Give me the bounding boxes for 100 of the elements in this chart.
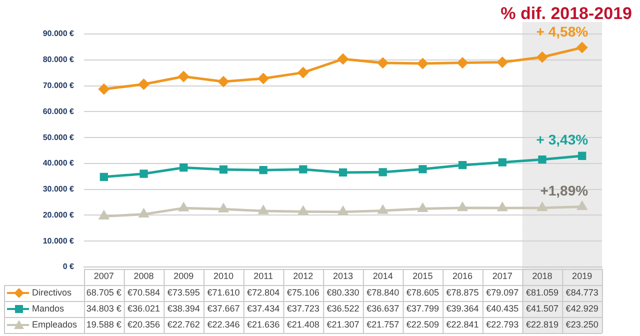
data-label: €22.793 — [486, 319, 519, 330]
point — [338, 54, 348, 64]
point — [298, 67, 308, 78]
x-tick-label: 2010 — [213, 270, 234, 281]
data-label: €81.059 — [526, 287, 559, 298]
data-label: €73.595 — [167, 287, 200, 298]
x-tick-label: 2014 — [372, 270, 393, 281]
data-label: €84.773 — [566, 287, 598, 298]
x-tick-label: 2016 — [452, 270, 473, 281]
data-label: €78.875 — [446, 287, 479, 298]
point — [577, 202, 587, 210]
data-label: €41.507 — [526, 303, 559, 314]
y-tick-label: 80.000 € — [42, 55, 75, 64]
point — [536, 52, 548, 62]
x-tick-label: 2017 — [492, 270, 512, 281]
y-tick-label: 10.000 € — [42, 236, 75, 246]
data-label: €71.610 — [207, 287, 240, 298]
point — [99, 211, 109, 220]
point — [576, 42, 588, 53]
data-label: €22.819 — [526, 319, 559, 330]
y-tick-label: 50.000 € — [42, 132, 75, 142]
data-label: €70.584 — [127, 287, 160, 298]
data-label: €22.841 — [446, 319, 479, 330]
point — [140, 170, 148, 178]
x-tick-label: 2009 — [174, 270, 194, 281]
chart-title: % dif. 2018-2019 — [500, 4, 632, 24]
data-label: €39.364 — [446, 303, 479, 314]
point — [258, 73, 269, 84]
legend-label: Empleados — [32, 319, 78, 330]
point — [538, 155, 546, 164]
point — [378, 168, 387, 176]
legend-label: Mandos — [32, 303, 65, 314]
data-label: €37.667 — [207, 303, 240, 314]
point — [498, 202, 508, 212]
data-label: €36.637 — [366, 303, 400, 314]
x-tick-label: 2011 — [254, 270, 273, 281]
data-label: €21.757 — [366, 319, 400, 330]
point — [258, 206, 268, 214]
point — [498, 158, 506, 166]
y-tick-label: 20.000 € — [42, 210, 75, 220]
point — [418, 165, 427, 174]
data-label: €20.356 — [127, 319, 160, 330]
point — [378, 205, 388, 214]
data-label: €80.330 — [326, 287, 360, 298]
legend-label: Directivos — [32, 287, 72, 298]
data-label: €40.435 — [486, 303, 519, 314]
x-tick-label: 2013 — [332, 270, 354, 281]
data-label: €37.434 — [247, 303, 280, 314]
y-tick-label: 60.000 € — [42, 106, 75, 116]
point — [180, 164, 188, 172]
point — [218, 204, 228, 212]
data-label: 68.705 € — [86, 287, 122, 298]
point — [418, 203, 428, 212]
y-tick-label: 40.000 € — [42, 158, 75, 168]
point — [417, 58, 428, 69]
data-label: €79.097 — [486, 287, 519, 298]
x-tick-label: 2008 — [134, 270, 154, 281]
data-label: €36.021 — [127, 303, 160, 314]
point — [497, 56, 508, 68]
x-tick-label: 2015 — [412, 270, 433, 281]
point — [298, 206, 308, 215]
point — [299, 165, 308, 174]
point — [538, 202, 547, 212]
point — [178, 71, 189, 82]
data-label: €21.408 — [286, 319, 320, 330]
data-label: 19.588 € — [86, 319, 122, 330]
data-label: €36.522 — [326, 303, 360, 314]
data-label: €22.346 — [207, 319, 240, 330]
point — [458, 202, 468, 212]
annotation: +1,89% — [540, 182, 589, 199]
data-label: 34.803 € — [86, 303, 122, 314]
annotation: + 4,58% — [536, 23, 589, 40]
point — [218, 76, 229, 87]
point — [100, 172, 108, 181]
data-label: €42.929 — [566, 303, 598, 314]
data-label: €37.799 — [406, 303, 439, 314]
y-tick-label: 0 € — [62, 262, 75, 272]
point — [458, 161, 467, 170]
data-label: €21.307 — [326, 319, 360, 330]
y-tick-label: 30.000 € — [42, 184, 75, 194]
point — [98, 84, 110, 94]
point — [378, 58, 388, 68]
x-tick-label: 2007 — [94, 270, 114, 281]
data-label: €72.804 — [247, 287, 280, 298]
data-label: €37.723 — [286, 303, 320, 314]
data-label: €21.636 — [247, 319, 280, 330]
point — [578, 152, 586, 160]
x-tick-label: 2018 — [532, 270, 552, 281]
data-label: €78.605 — [406, 287, 439, 298]
x-tick-label: 2019 — [572, 270, 592, 281]
point — [457, 58, 468, 68]
data-label: €23.250 — [566, 319, 598, 330]
point — [138, 79, 150, 90]
data-label: €22.509 — [406, 319, 439, 330]
data-label: €78.840 — [366, 287, 400, 298]
point — [259, 166, 268, 174]
point — [338, 168, 348, 177]
point — [219, 165, 228, 174]
x-tick-label: 2012 — [293, 270, 314, 281]
point — [178, 202, 188, 212]
